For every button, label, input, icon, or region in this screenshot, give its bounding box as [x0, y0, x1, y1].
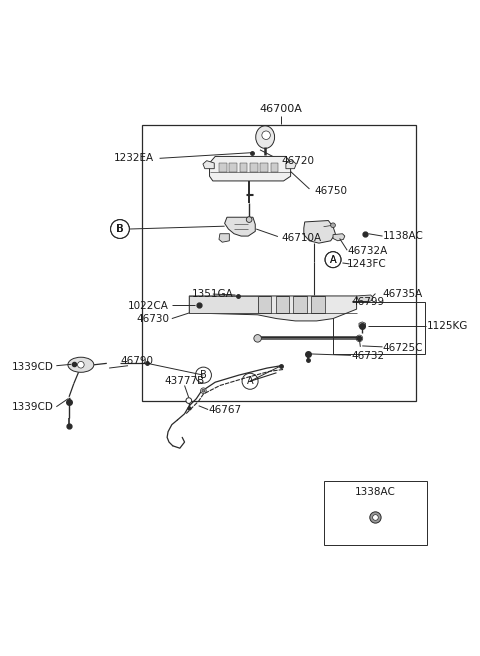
Text: 1339CD: 1339CD: [12, 361, 54, 372]
Polygon shape: [210, 156, 290, 181]
Text: 1243FC: 1243FC: [347, 259, 387, 269]
Polygon shape: [219, 234, 229, 242]
Polygon shape: [357, 295, 373, 302]
Circle shape: [246, 216, 252, 222]
Text: 1339CD: 1339CD: [12, 402, 54, 412]
Polygon shape: [333, 234, 345, 241]
Bar: [271, 163, 278, 171]
Bar: [240, 163, 247, 171]
Text: 46799: 46799: [352, 297, 385, 306]
Text: 1125KG: 1125KG: [427, 321, 468, 331]
Text: 46790: 46790: [121, 356, 154, 365]
Circle shape: [202, 389, 205, 392]
Bar: [219, 163, 227, 171]
Text: B: B: [117, 224, 123, 234]
Circle shape: [372, 515, 378, 520]
Text: 46710A: 46710A: [281, 234, 321, 243]
Bar: [258, 296, 271, 313]
Bar: [250, 163, 258, 171]
Polygon shape: [189, 296, 258, 313]
Text: 46730: 46730: [136, 314, 169, 323]
Bar: [276, 296, 289, 313]
Text: 1338AC: 1338AC: [355, 487, 396, 497]
Text: 1138AC: 1138AC: [383, 231, 423, 241]
Polygon shape: [286, 161, 296, 169]
Text: A: A: [247, 377, 253, 386]
Text: 46732A: 46732A: [347, 246, 387, 256]
Ellipse shape: [68, 358, 94, 373]
Text: B: B: [117, 224, 123, 234]
Bar: [293, 296, 307, 313]
Ellipse shape: [262, 131, 270, 140]
Bar: [142, 125, 416, 401]
Circle shape: [370, 512, 381, 523]
Text: 46725C: 46725C: [383, 343, 423, 353]
Text: 1022CA: 1022CA: [128, 301, 169, 311]
Circle shape: [186, 398, 192, 403]
Circle shape: [254, 335, 262, 342]
Text: 46720: 46720: [281, 155, 314, 166]
Bar: [229, 163, 237, 171]
Polygon shape: [203, 161, 214, 169]
Bar: [333, 302, 425, 354]
Bar: [261, 163, 268, 171]
Polygon shape: [189, 296, 357, 321]
Circle shape: [201, 388, 206, 394]
Bar: [324, 482, 427, 545]
Text: 1351GA: 1351GA: [192, 289, 234, 299]
Text: 1232EA: 1232EA: [114, 154, 154, 163]
Text: A: A: [330, 255, 336, 264]
Text: A: A: [330, 255, 336, 264]
Circle shape: [78, 361, 84, 368]
Text: 46750: 46750: [314, 186, 347, 196]
Ellipse shape: [256, 126, 275, 148]
Circle shape: [331, 223, 336, 228]
Text: 46700A: 46700A: [260, 104, 302, 113]
Text: 43777B: 43777B: [165, 375, 204, 386]
Bar: [312, 296, 324, 313]
Text: 46767: 46767: [208, 405, 241, 415]
Polygon shape: [359, 322, 366, 328]
Text: 46735A: 46735A: [383, 289, 423, 298]
Text: B: B: [200, 370, 207, 380]
Text: 46732: 46732: [351, 351, 384, 361]
Polygon shape: [225, 217, 255, 236]
Polygon shape: [304, 220, 336, 243]
